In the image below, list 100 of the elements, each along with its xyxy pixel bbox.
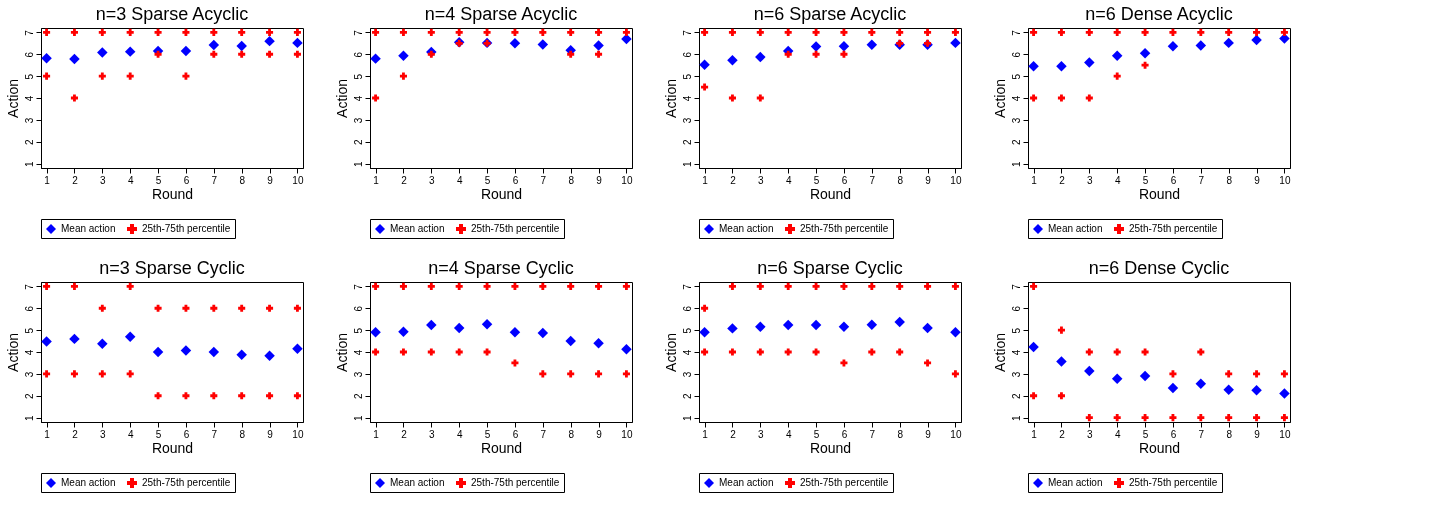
chart-title: n=6 Sparse Cyclic [757, 258, 903, 278]
x-axis-title: Round [809, 185, 852, 202]
x-tick-label: 8 [239, 174, 246, 186]
y-tick-label: 1 [681, 160, 693, 167]
x-tick-label: 3 [1087, 174, 1094, 186]
x-tick-label: 8 [897, 428, 904, 440]
x-tick-label: 1 [702, 174, 709, 186]
y-tick-label: 3 [23, 117, 35, 124]
y-tick-label: 5 [1010, 73, 1022, 80]
y-tick-label: 1 [352, 160, 364, 167]
x-tick-label: 4 [785, 174, 792, 186]
y-tick-label: 5 [681, 73, 693, 80]
y-tick-label: 7 [681, 283, 693, 290]
y-tick-label: 4 [352, 349, 364, 356]
x-tick-label: 1 [1031, 174, 1038, 186]
y-tick-label: 2 [352, 393, 364, 400]
y-axis-title: Action [333, 79, 350, 118]
y-tick-label: 5 [681, 327, 693, 334]
x-tick-label: 1 [44, 174, 51, 186]
y-tick-label: 3 [1010, 117, 1022, 124]
x-tick-label: 4 [456, 428, 463, 440]
x-tick-label: 5 [1142, 428, 1149, 440]
x-tick-label: 6 [1170, 174, 1177, 186]
y-tick-label: 2 [352, 139, 364, 146]
x-tick-label: 2 [401, 174, 408, 186]
legend-label: 25th-75th percentile [1129, 477, 1218, 488]
y-axis-title: Action [333, 333, 350, 372]
y-tick-label: 1 [1010, 160, 1022, 167]
y-tick-label: 7 [23, 29, 35, 36]
legend-label: Mean action [1048, 477, 1103, 488]
x-axis-title: Round [809, 439, 852, 456]
legend-label: 25th-75th percentile [471, 477, 560, 488]
y-tick-label: 2 [23, 139, 35, 146]
legend-label: Mean action [61, 223, 116, 234]
chart-title: n=6 Sparse Acyclic [753, 4, 907, 24]
chart-title: n=3 Sparse Acyclic [95, 4, 249, 24]
y-tick-label: 6 [681, 305, 693, 312]
y-axis-title: Action [662, 79, 679, 118]
legend-label: Mean action [61, 477, 116, 488]
chart-title: n=3 Sparse Cyclic [99, 258, 245, 278]
y-tick-label: 3 [352, 117, 364, 124]
x-tick-label: 6 [512, 174, 519, 186]
y-axis-title: Action [4, 79, 21, 118]
x-axis-title: Round [151, 185, 194, 202]
y-tick-label: 5 [352, 73, 364, 80]
x-tick-label: 9 [925, 428, 932, 440]
x-tick-label: 8 [568, 428, 575, 440]
x-tick-label: 4 [127, 174, 134, 186]
x-tick-label: 8 [1226, 428, 1233, 440]
x-tick-label: 10 [292, 428, 304, 440]
legend-label: 25th-75th percentile [800, 477, 889, 488]
y-tick-label: 7 [681, 29, 693, 36]
y-tick-label: 4 [352, 95, 364, 102]
x-tick-label: 5 [155, 428, 162, 440]
y-tick-label: 4 [1010, 95, 1022, 102]
x-tick-label: 10 [1279, 174, 1291, 186]
x-tick-label: 7 [1198, 428, 1205, 440]
x-tick-label: 7 [540, 428, 547, 440]
chart-title: n=4 Sparse Cyclic [428, 258, 574, 278]
x-tick-label: 9 [596, 428, 603, 440]
y-tick-label: 5 [23, 73, 35, 80]
y-tick-label: 4 [23, 349, 35, 356]
y-tick-label: 6 [681, 51, 693, 58]
y-tick-label: 1 [352, 414, 364, 421]
x-tick-label: 3 [758, 174, 765, 186]
x-tick-label: 6 [1170, 428, 1177, 440]
x-tick-label: 3 [758, 428, 765, 440]
legend-label: 25th-75th percentile [471, 223, 560, 234]
x-tick-label: 7 [1198, 174, 1205, 186]
legend-label: Mean action [719, 477, 774, 488]
x-tick-label: 1 [44, 428, 51, 440]
x-tick-label: 9 [1254, 174, 1261, 186]
y-tick-label: 4 [1010, 349, 1022, 356]
y-tick-label: 3 [681, 117, 693, 124]
x-tick-label: 9 [267, 428, 274, 440]
x-tick-label: 1 [373, 174, 380, 186]
y-tick-label: 6 [352, 51, 364, 58]
x-tick-label: 8 [239, 428, 246, 440]
legend-label: Mean action [719, 223, 774, 234]
y-tick-label: 3 [352, 371, 364, 378]
x-tick-label: 1 [373, 428, 380, 440]
y-tick-label: 1 [23, 160, 35, 167]
x-tick-label: 4 [127, 428, 134, 440]
y-tick-label: 2 [23, 393, 35, 400]
x-tick-label: 6 [183, 174, 190, 186]
x-tick-label: 3 [429, 174, 436, 186]
x-tick-label: 10 [1279, 428, 1291, 440]
y-tick-label: 2 [681, 139, 693, 146]
x-tick-label: 8 [1226, 174, 1233, 186]
x-axis-title: Round [480, 439, 523, 456]
x-tick-label: 4 [785, 428, 792, 440]
y-tick-label: 4 [681, 95, 693, 102]
x-tick-label: 6 [512, 428, 519, 440]
x-axis-title: Round [480, 185, 523, 202]
x-tick-label: 9 [267, 174, 274, 186]
y-tick-label: 3 [23, 371, 35, 378]
x-tick-label: 10 [950, 428, 962, 440]
legend-label: 25th-75th percentile [1129, 223, 1218, 234]
legend-label: Mean action [390, 223, 445, 234]
chart-title: n=6 Dense Cyclic [1088, 258, 1230, 278]
